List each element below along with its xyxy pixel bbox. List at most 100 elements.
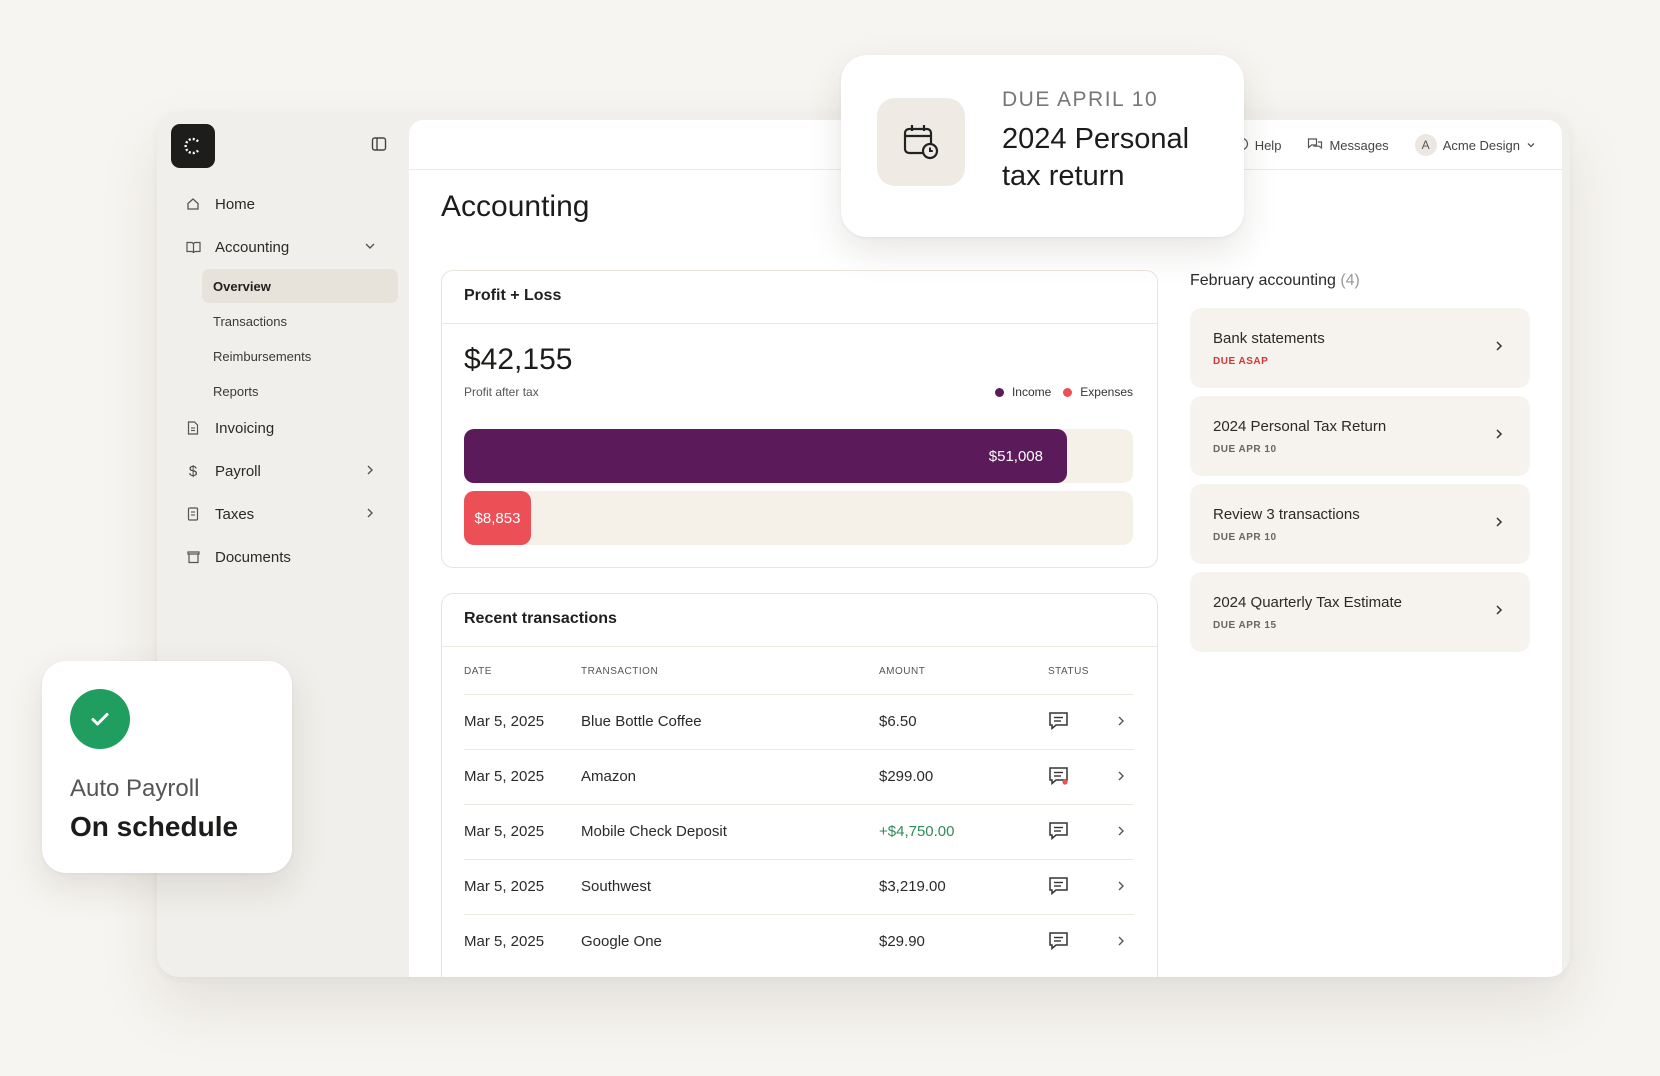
table-row[interactable]: Mar 5, 2025 Mobile Check Deposit +$4,750.0… <box>464 804 1134 859</box>
task-item[interactable]: Bank statements DUE ASAP <box>1190 308 1530 388</box>
sidebar-subitem-reports[interactable]: Reports <box>213 383 259 399</box>
row-date: Mar 5, 2025 <box>464 823 545 840</box>
chevron-right-icon[interactable] <box>1115 714 1127 732</box>
table-row[interactable]: Mar 5, 2025 Amazon $299.00 <box>464 749 1134 804</box>
sidebar-item-payroll[interactable]: $ Payroll <box>171 453 395 489</box>
income-bar-label: $51,008 <box>988 447 1043 465</box>
sidebar-subitem-overview[interactable]: Overview <box>202 269 398 303</box>
task-item[interactable]: Review 3 transactions DUE APR 10 <box>1190 484 1530 564</box>
help-label: Help <box>1254 137 1282 153</box>
sidebar-item-label: Documents <box>215 548 291 566</box>
income-bar-track: $51,008 <box>464 429 1133 483</box>
task-item[interactable]: 2024 Personal Tax Return DUE APR 10 <box>1190 396 1530 476</box>
due-label: DUE APRIL 10 <box>1002 88 1159 111</box>
sidebar-item-label: Payroll <box>215 462 261 480</box>
task-due: DUE APR 10 <box>1213 444 1277 455</box>
due-title: 2024 Personal tax return <box>1002 123 1190 192</box>
sidebar-toggle-icon[interactable] <box>371 136 389 154</box>
row-date: Mar 5, 2025 <box>464 878 545 895</box>
sidebar-subitem-transactions[interactable]: Transactions <box>213 313 287 329</box>
chevron-right-icon[interactable] <box>1115 824 1127 842</box>
sidebar-item-accounting[interactable]: Accounting <box>171 229 395 265</box>
task-due: DUE APR 15 <box>1213 620 1277 631</box>
header-status: STATUS <box>1048 666 1089 677</box>
chevron-right-icon <box>1492 339 1506 353</box>
legend-income-label: Income <box>1011 385 1052 399</box>
sidebar-item-label: Taxes <box>215 505 255 523</box>
chevron-down-icon <box>1526 138 1536 153</box>
row-date: Mar 5, 2025 <box>464 768 545 785</box>
comment-icon[interactable] <box>1048 821 1070 845</box>
profit-loss-title: Profit + Loss <box>464 287 562 304</box>
chat-icon <box>1307 137 1323 154</box>
invoice-icon <box>185 420 201 436</box>
chevron-right-icon[interactable] <box>1115 879 1127 897</box>
task-name: 2024 Personal Tax Return <box>1213 418 1387 435</box>
row-transaction: Southwest <box>581 878 652 895</box>
sidebar-subitem-reimbursements[interactable]: Reimbursements <box>213 348 312 364</box>
sidebar-item-home[interactable]: Home <box>171 186 395 222</box>
home-icon <box>185 196 201 212</box>
chevron-down-icon <box>363 239 379 255</box>
expenses-bar-label: $8,853 <box>474 509 521 527</box>
chevron-right-icon <box>1492 515 1506 529</box>
task-item[interactable]: 2024 Quarterly Tax Estimate DUE APR 15 <box>1190 572 1530 652</box>
row-amount: $299.00 <box>879 768 934 785</box>
messages-label: Messages <box>1329 137 1389 153</box>
messages-button[interactable]: Messages <box>1307 137 1389 154</box>
profit-subtitle: Profit after tax <box>464 385 539 399</box>
logo-mark-icon <box>184 137 199 155</box>
row-amount: $29.90 <box>879 933 925 950</box>
due-date-card[interactable]: DUE APRIL 10 2024 Personal tax return <box>841 55 1244 237</box>
february-count: (4) <box>1340 272 1360 289</box>
chevron-right-icon[interactable] <box>1115 769 1127 787</box>
row-amount: +$4,750.00 <box>879 823 955 840</box>
table-row[interactable]: Mar 5, 2025 Blue Bottle Coffee $6.50 <box>464 694 1134 749</box>
checkmark-icon <box>70 689 130 749</box>
page-title: Accounting <box>441 190 590 223</box>
table-row[interactable]: Mar 5, 2025 Google One $29.90 <box>464 914 1134 969</box>
app-logo[interactable] <box>171 124 215 168</box>
comment-icon[interactable] <box>1048 931 1070 955</box>
payroll-label: Auto Payroll <box>70 775 200 802</box>
sidebar-item-label: Accounting <box>215 238 290 256</box>
auto-payroll-card[interactable]: Auto Payroll On schedule <box>42 661 292 873</box>
payroll-status: On schedule <box>70 811 239 842</box>
february-title-text: February accounting <box>1190 272 1336 289</box>
chevron-right-icon <box>1492 427 1506 441</box>
task-name: 2024 Quarterly Tax Estimate <box>1213 594 1402 611</box>
legend-income: Income <box>994 385 1052 399</box>
sidebar: Home Accounting Overview Transactions Re… <box>157 112 409 977</box>
header-date: DATE <box>464 666 492 677</box>
account-menu[interactable]: A Acme Design <box>1414 134 1536 156</box>
chevron-right-icon[interactable] <box>1115 934 1127 952</box>
sidebar-item-documents[interactable]: Documents <box>171 539 395 575</box>
account-name: Acme Design <box>1442 137 1520 153</box>
comment-icon[interactable] <box>1048 711 1070 735</box>
comment-icon[interactable] <box>1048 766 1070 790</box>
main-panel: Help Messages A Acme Design Accounting P… <box>409 120 1562 977</box>
comment-icon[interactable] <box>1048 876 1070 900</box>
profit-loss-card: Profit + Loss $42,155 Profit after tax I… <box>441 270 1158 568</box>
receipt-icon <box>185 506 201 522</box>
divider <box>442 323 1157 324</box>
task-name: Review 3 transactions <box>1213 506 1360 523</box>
sidebar-item-invoicing[interactable]: Invoicing <box>171 410 395 446</box>
divider <box>442 646 1157 647</box>
row-date: Mar 5, 2025 <box>464 933 545 950</box>
row-transaction: Google One <box>581 933 662 950</box>
archive-icon <box>185 549 201 565</box>
chevron-right-icon <box>363 463 379 479</box>
table-header: DATE TRANSACTION AMOUNT STATUS <box>464 666 1134 688</box>
table-row[interactable]: Mar 5, 2025 Southwest $3,219.00 <box>464 859 1134 914</box>
february-accounting-title: February accounting (4) <box>1190 272 1360 290</box>
task-due: DUE APR 10 <box>1213 532 1277 543</box>
expenses-bar: $8,853 <box>464 491 531 545</box>
row-amount: $3,219.00 <box>879 878 946 895</box>
task-name: Bank statements <box>1213 330 1325 347</box>
chevron-right-icon <box>1492 603 1506 617</box>
legend-dot-expenses <box>1063 388 1073 397</box>
calendar-clock-icon <box>877 98 965 186</box>
sidebar-item-label: Invoicing <box>215 419 275 437</box>
sidebar-item-taxes[interactable]: Taxes <box>171 496 395 532</box>
